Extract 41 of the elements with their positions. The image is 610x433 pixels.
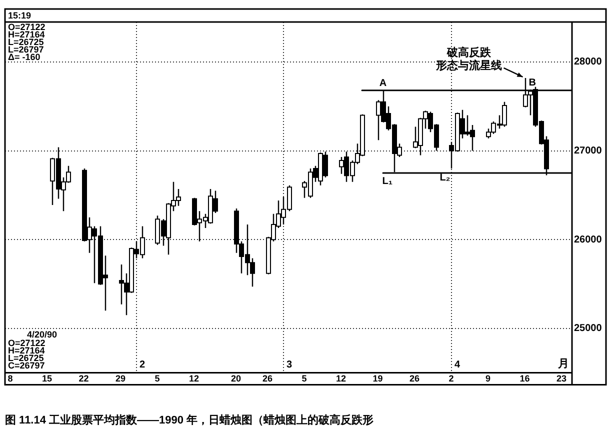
y-tick-label: 27000 — [574, 146, 602, 157]
x-tick-label: 15 — [42, 374, 52, 384]
x-tick-label: 12 — [188, 374, 200, 384]
annotation: L=26725 — [8, 352, 44, 363]
x-tick-label: 20 — [230, 374, 242, 384]
annotation: H=27164 — [8, 29, 45, 40]
annotation: L₂ — [440, 172, 450, 184]
annotation: 月 — [557, 358, 569, 370]
annotation: O=27122 — [8, 338, 46, 348]
ref-line-label: 3 — [286, 360, 292, 371]
x-tick-label: 16 — [520, 374, 530, 384]
annotation: H=27164 — [8, 345, 45, 356]
annotation: L=26797 — [8, 44, 44, 54]
x-tick-label: 12 — [336, 374, 346, 384]
x-tick-label: 23 — [556, 374, 567, 384]
annotation: L=26725 — [8, 36, 44, 47]
x-tick-label: 26 — [409, 374, 420, 384]
x-tick-label: 8 — [8, 374, 13, 384]
y-tick-label: 25000 — [574, 323, 602, 334]
x-tick-label: 22 — [78, 374, 89, 384]
x-tick-label: 29 — [115, 374, 126, 384]
annotation: Δ= -160 — [8, 52, 40, 62]
annotation: A — [379, 78, 387, 90]
x-tick-label: 5 — [302, 374, 307, 384]
text: 15:19 — [8, 10, 32, 20]
x-tick-label: 19 — [372, 374, 383, 384]
y-tick-label: 26000 — [574, 234, 602, 246]
annotation: C=26797 — [8, 360, 45, 371]
text: 图 11.14 工业股票平均指数——1990 年，日蜡烛图（蜡烛图上的破高反跌形 — [5, 413, 374, 426]
x-tick-label: 2 — [448, 374, 454, 384]
annotation: B — [528, 78, 536, 89]
annotation: 破高反跌形态与流星线 — [434, 46, 502, 72]
y-tick-label: 28000 — [574, 56, 602, 68]
annotation: L₁ — [382, 176, 392, 187]
ref-line-label: 2 — [140, 360, 146, 371]
annotation: O=27122 — [8, 22, 46, 32]
x-tick-label: 26 — [262, 374, 273, 384]
x-tick-label: 9 — [485, 374, 491, 384]
annotation: 4/20/90 — [27, 329, 58, 340]
ref-line-label: 4 — [454, 360, 460, 371]
x-tick-label: 5 — [154, 374, 160, 384]
